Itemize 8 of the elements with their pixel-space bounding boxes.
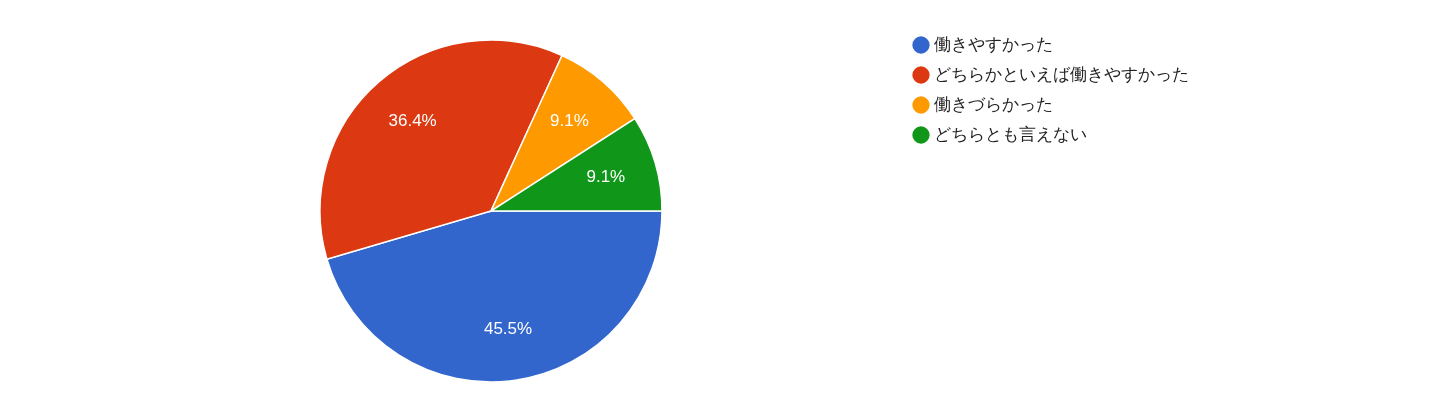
data-label: 9.1% (550, 110, 589, 130)
data-label: 45.5% (483, 319, 533, 339)
data-label: 36.4% (388, 110, 437, 130)
legend-label: どちらとも言えない (934, 124, 1087, 144)
legend-label: どちらかといえば働きやすかった (934, 64, 1189, 84)
legend-label: 働きやすかった (934, 34, 1053, 54)
data-label: 9.1% (586, 167, 626, 187)
legend-label: 働きづらかった (934, 94, 1053, 114)
